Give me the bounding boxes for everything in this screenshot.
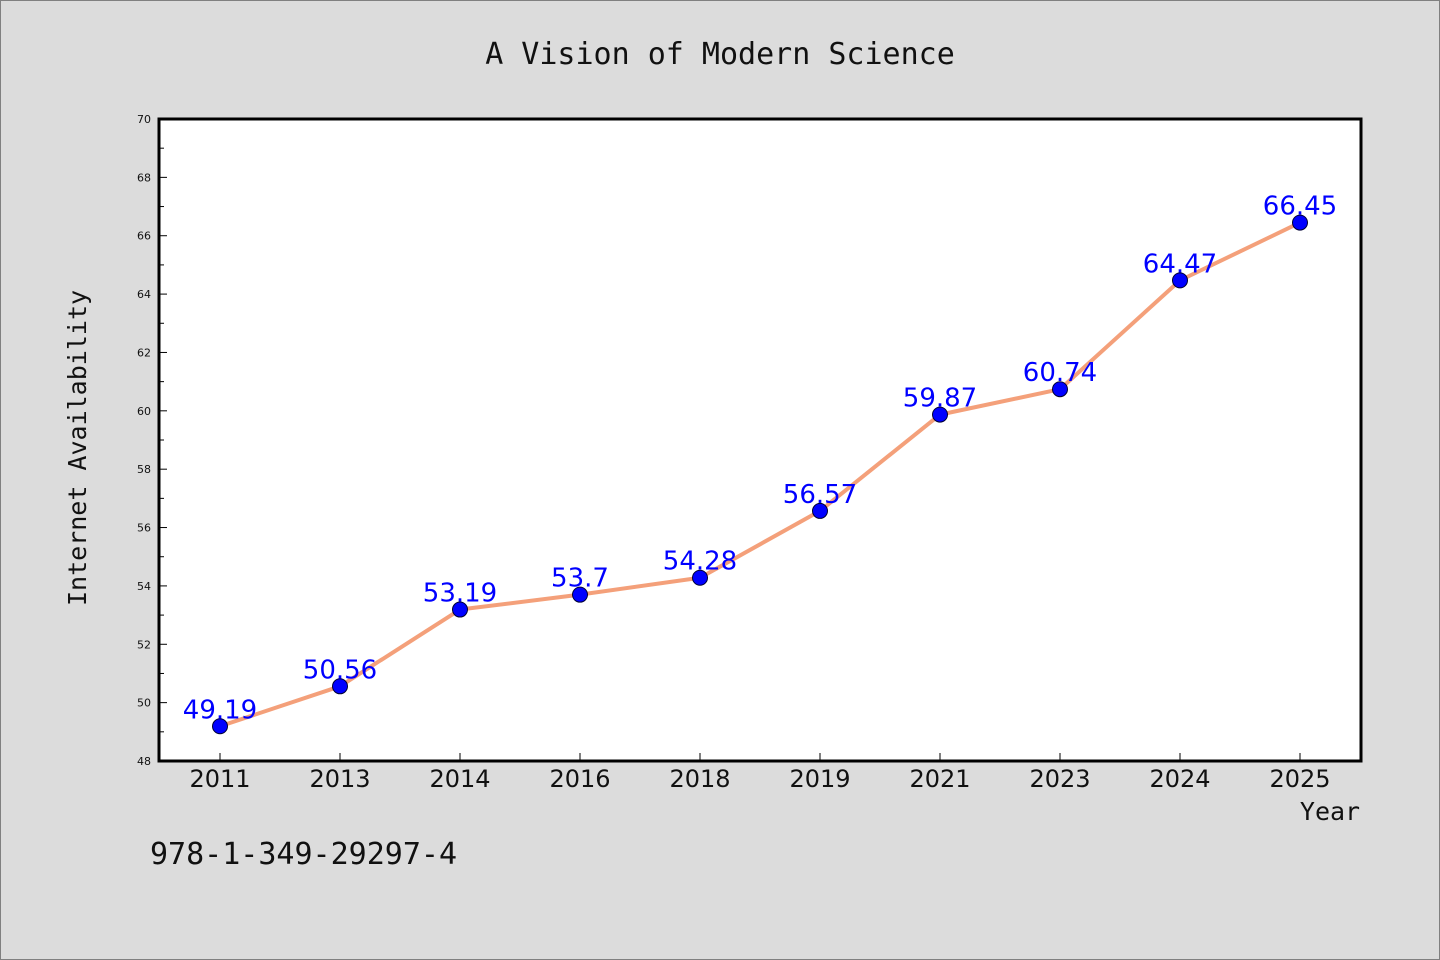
data-label: 66.45 xyxy=(1263,192,1337,222)
data-label: 56.57 xyxy=(783,480,857,510)
chart-title: A Vision of Modern Science xyxy=(485,37,955,72)
y-axis: 48 50 52 54 56 58 60 62 64 66 68 70 xyxy=(137,113,167,768)
data-label: 60.74 xyxy=(1023,358,1097,388)
y-tick-label: 62 xyxy=(137,346,151,359)
data-point xyxy=(692,569,708,586)
data-point xyxy=(332,678,348,695)
data-point xyxy=(1052,381,1068,398)
y-tick-label: 48 xyxy=(137,755,151,768)
y-tick-label: 50 xyxy=(137,697,151,710)
y-tick-label: 68 xyxy=(137,171,151,184)
data-label: 64.47 xyxy=(1143,249,1217,279)
series-group: 49.19 50.56 53.19 53.7 54.28 56.57 59.87 60.74 6… xyxy=(183,192,1337,735)
x-axis-title: Year xyxy=(1300,797,1360,826)
isbn-text: 978-1-349-29297-4 xyxy=(150,837,457,872)
y-tick-label: 52 xyxy=(137,638,151,651)
y-tick-label: 58 xyxy=(137,463,151,476)
x-tick-label: 2019 xyxy=(789,765,850,793)
x-tick-label: 2021 xyxy=(909,765,970,793)
data-label: 54.28 xyxy=(663,547,737,577)
y-tick-label: 70 xyxy=(137,113,151,126)
data-label: 53.7 xyxy=(551,564,609,594)
x-axis: 2011 2013 2014 2016 2018 2019 2021 2023 2024 2025 xyxy=(189,753,1331,793)
data-point xyxy=(932,406,948,423)
data-point xyxy=(1292,214,1308,231)
y-tick-label: 54 xyxy=(137,580,151,593)
data-label: 50.56 xyxy=(303,655,377,685)
data-point xyxy=(452,601,468,618)
x-tick-label: 2024 xyxy=(1149,765,1210,793)
x-tick-label: 2023 xyxy=(1029,765,1090,793)
data-label: 49.19 xyxy=(183,695,257,725)
y-tick-label: 66 xyxy=(137,230,151,243)
x-tick-label: 2016 xyxy=(549,765,610,793)
x-tick-label: 2013 xyxy=(309,765,370,793)
data-point xyxy=(812,502,828,519)
x-tick-label: 2011 xyxy=(189,765,250,793)
x-tick-label: 2014 xyxy=(429,765,490,793)
data-label: 53.19 xyxy=(423,579,497,609)
data-label: 59.87 xyxy=(903,384,977,414)
y-tick-label: 60 xyxy=(137,405,151,418)
data-point xyxy=(1172,272,1188,289)
plot-area xyxy=(157,117,1363,763)
series-line xyxy=(219,220,1301,729)
y-tick-label: 64 xyxy=(137,288,151,301)
y-axis-title: Internet Availability xyxy=(63,290,92,606)
x-tick-label: 2025 xyxy=(1269,765,1330,793)
data-point xyxy=(572,586,588,603)
x-tick-label: 2018 xyxy=(669,765,730,793)
y-tick-label: 56 xyxy=(137,522,151,535)
data-point xyxy=(212,718,228,735)
